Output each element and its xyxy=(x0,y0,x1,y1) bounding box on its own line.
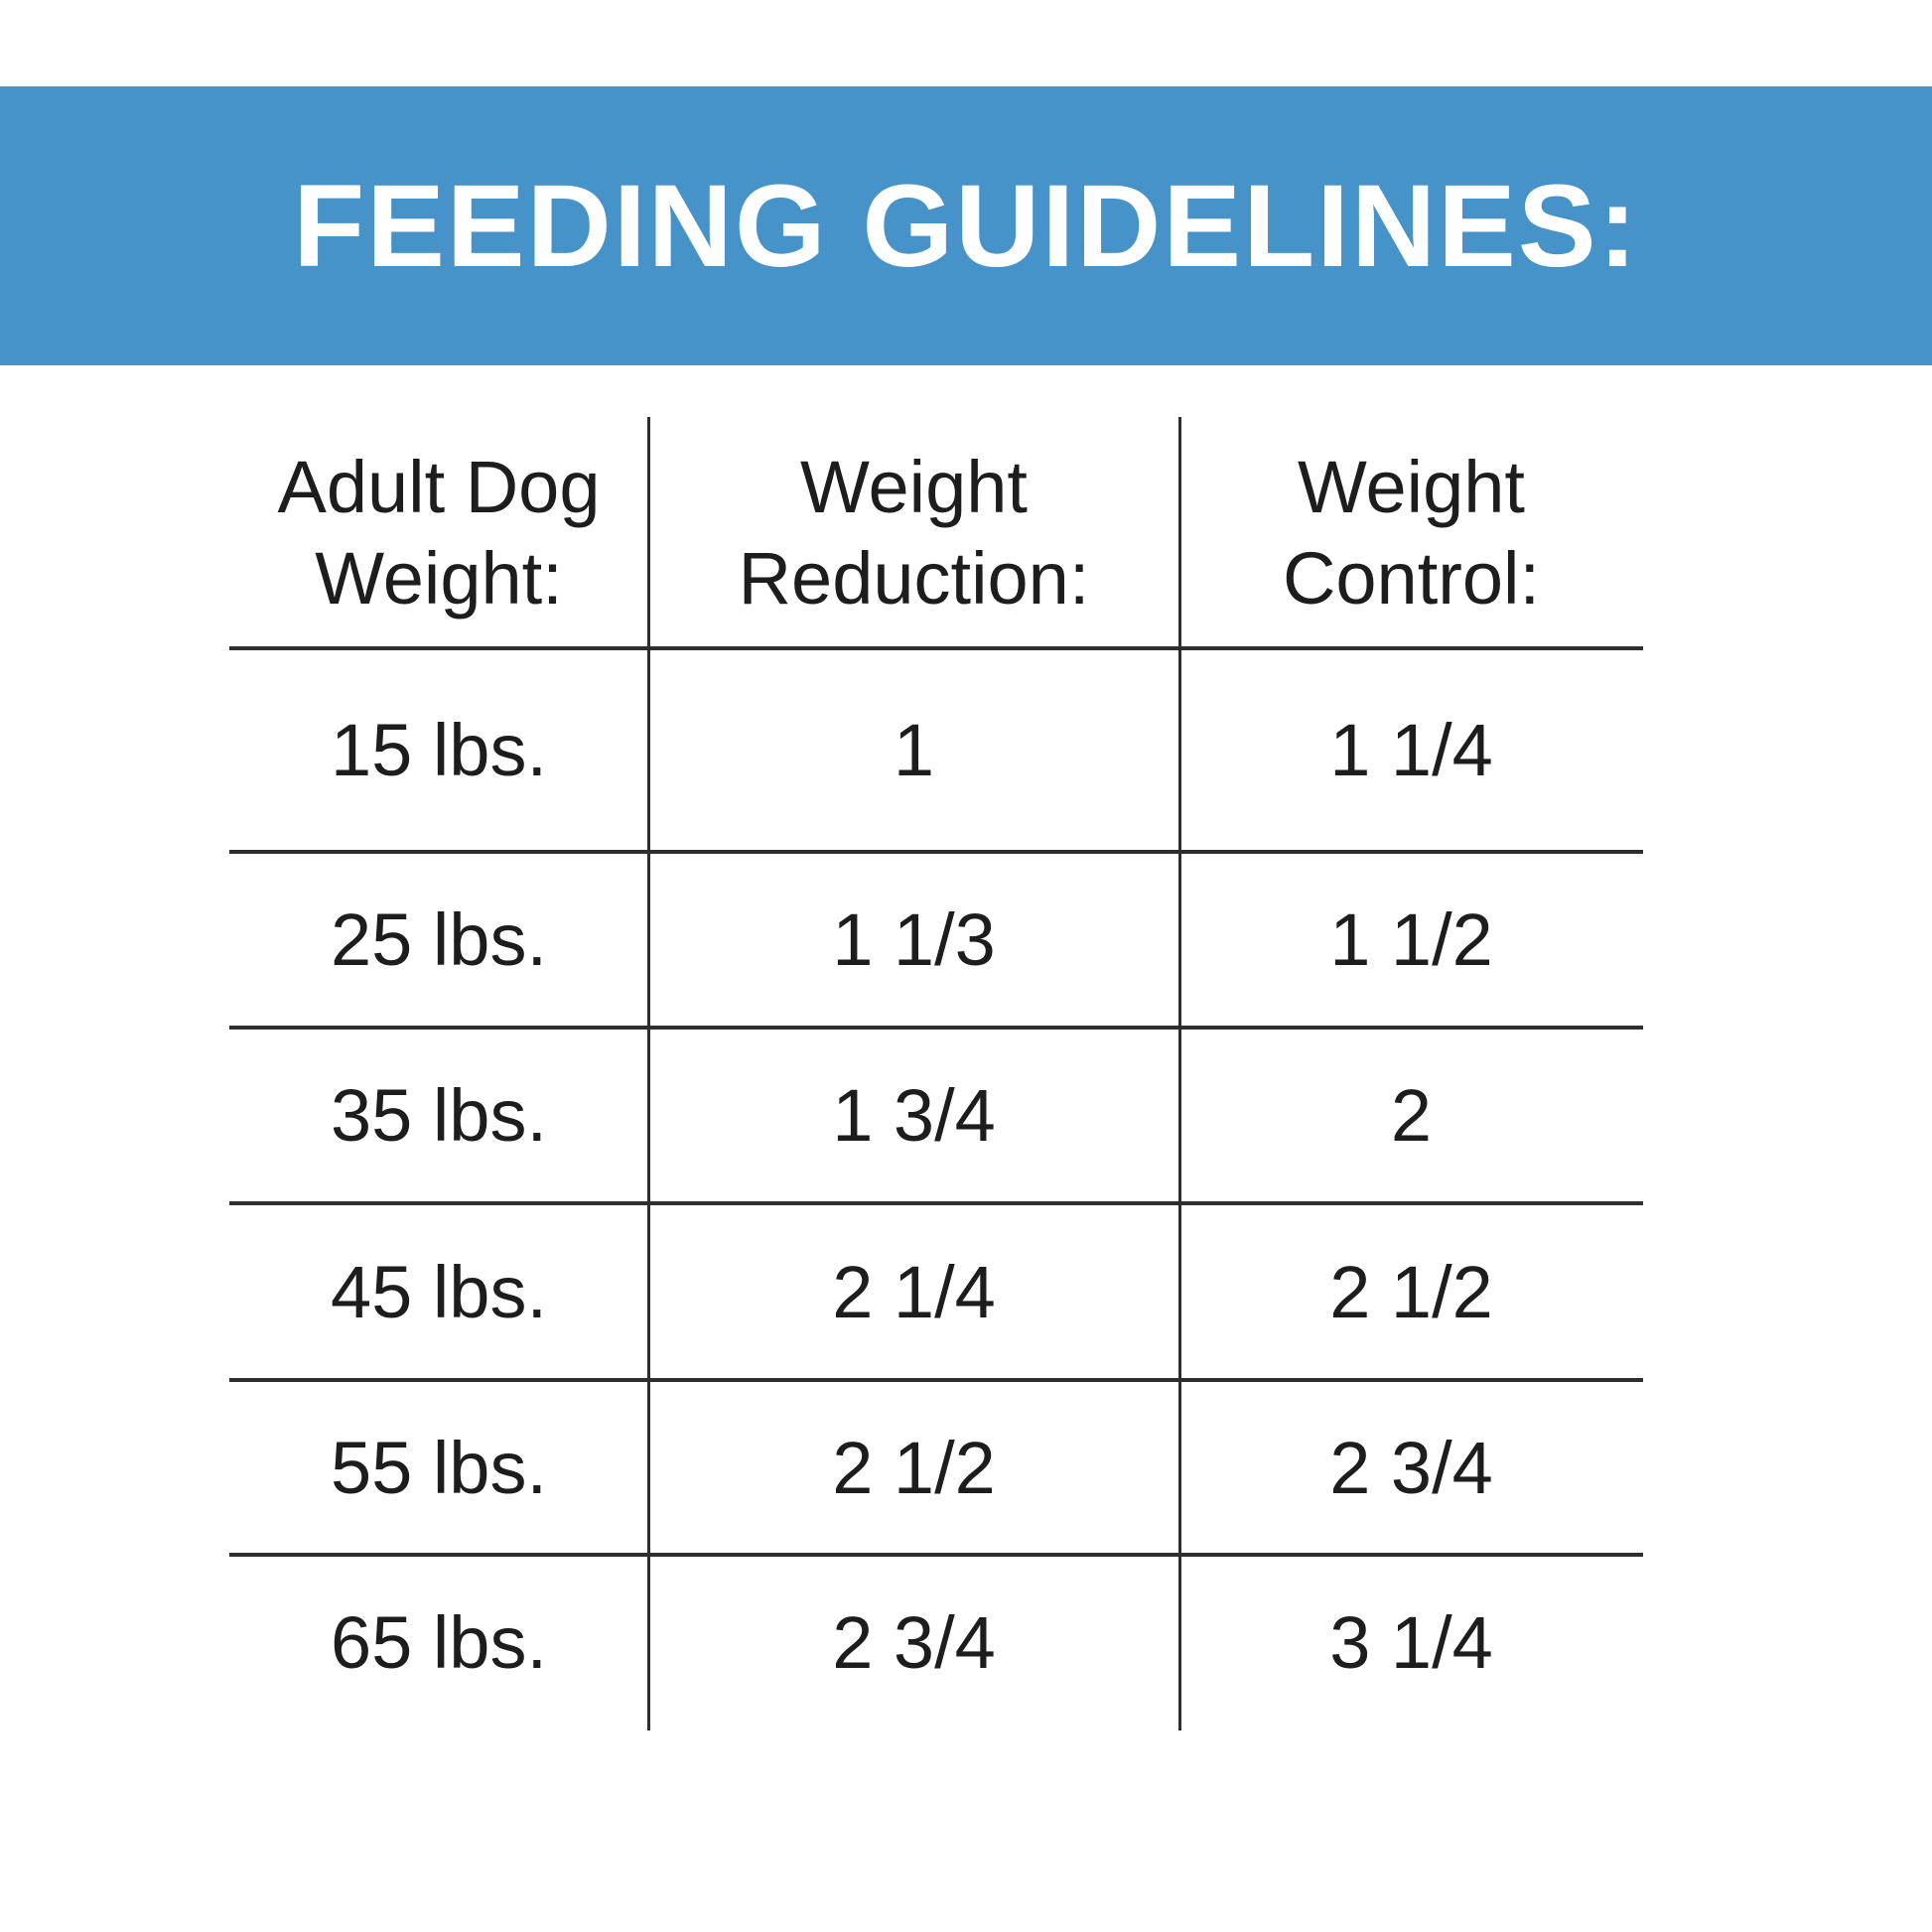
column-divider xyxy=(647,417,650,1730)
cell-control: 2 1/2 xyxy=(1329,1250,1493,1333)
cell-weight: 35 lbs. xyxy=(330,1074,548,1157)
cell-reduction: 1 1/3 xyxy=(832,898,996,981)
row-divider xyxy=(229,1378,1643,1382)
cell-weight: 55 lbs. xyxy=(330,1426,548,1509)
row-divider xyxy=(229,850,1643,854)
cell-weight: 25 lbs. xyxy=(330,898,548,981)
cell-weight: 65 lbs. xyxy=(330,1601,548,1684)
column-header-weight-control: Weight Control: xyxy=(1179,417,1643,648)
feeding-table: Adult Dog Weight: Weight Reduction: Weig… xyxy=(229,417,1643,1730)
header-banner: FEEDING GUIDELINES: xyxy=(0,86,1932,365)
cell-reduction: 1 3/4 xyxy=(832,1074,996,1157)
row-divider xyxy=(229,1553,1643,1557)
column-header-line: Weight xyxy=(800,445,1028,528)
column-divider xyxy=(1178,417,1181,1730)
cell-reduction: 2 3/4 xyxy=(832,1601,996,1684)
cell-control: 1 1/2 xyxy=(1329,898,1493,981)
column-header-line: Reduction: xyxy=(738,536,1090,620)
column-header-line: Weight: xyxy=(315,536,563,620)
column-header-line: Adult Dog xyxy=(277,445,601,528)
cell-control: 3 1/4 xyxy=(1329,1601,1493,1684)
cell-control: 1 1/4 xyxy=(1329,709,1493,791)
row-divider xyxy=(229,1026,1643,1030)
header-underline xyxy=(229,646,1643,650)
row-divider xyxy=(229,1201,1643,1205)
cell-control: 2 xyxy=(1390,1074,1433,1157)
page-title: FEEDING GUIDELINES: xyxy=(293,160,1639,292)
cell-control: 2 3/4 xyxy=(1329,1426,1493,1509)
cell-weight: 15 lbs. xyxy=(330,709,548,791)
cell-weight: 45 lbs. xyxy=(330,1250,548,1333)
cell-reduction: 2 1/2 xyxy=(832,1426,996,1509)
column-header-line: Weight xyxy=(1298,445,1525,528)
column-header-adult-dog-weight: Adult Dog Weight: xyxy=(229,417,648,648)
cell-reduction: 1 xyxy=(893,709,935,791)
column-header-line: Control: xyxy=(1282,536,1541,620)
cell-reduction: 2 1/4 xyxy=(832,1250,996,1333)
column-header-weight-reduction: Weight Reduction: xyxy=(648,417,1179,648)
